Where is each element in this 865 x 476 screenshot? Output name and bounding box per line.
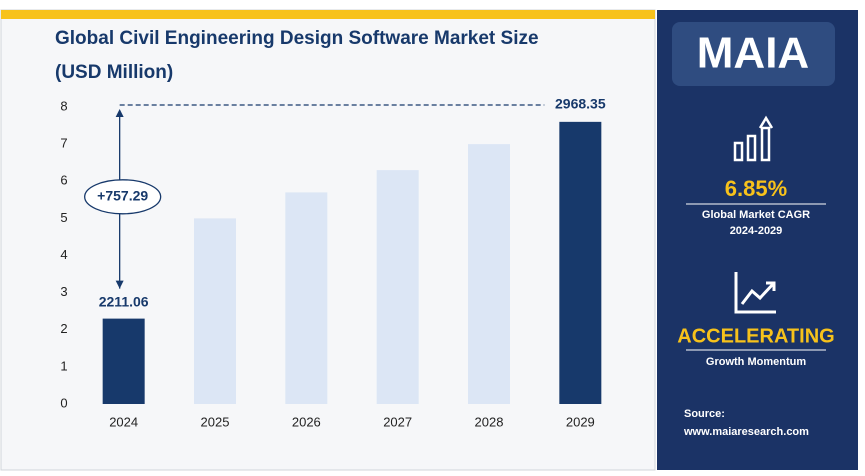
source-label: Source: xyxy=(684,408,725,420)
y-tick-label: 6 xyxy=(60,173,67,188)
bar xyxy=(376,170,419,404)
cagr-value: 6.85% xyxy=(725,176,787,201)
y-tick-label: 5 xyxy=(60,210,67,225)
cagr-label: Global Market CAGR xyxy=(702,209,810,221)
x-tick-label: 2028 xyxy=(475,414,504,429)
y-tick-label: 1 xyxy=(60,358,67,373)
end-label: 2968.35 xyxy=(555,96,606,112)
start-label: 2211.06 xyxy=(99,293,149,309)
x-tick-label: 2025 xyxy=(201,414,230,429)
source-url: www.maiaresearch.com xyxy=(683,426,809,438)
momentum-value: ACCELERATING xyxy=(677,325,834,347)
x-tick-label: 2026 xyxy=(292,414,321,429)
bar xyxy=(194,218,236,404)
y-tick-label: 7 xyxy=(60,136,67,151)
y-tick-label: 0 xyxy=(60,395,67,410)
x-tick-label: 2027 xyxy=(383,414,412,429)
arrow-head xyxy=(115,109,124,117)
chart-title-unit: (USD Million) xyxy=(55,62,173,83)
top-accent xyxy=(1,10,655,19)
growth-badge xyxy=(84,179,162,215)
sidebar xyxy=(657,10,858,470)
y-tick-label: 3 xyxy=(60,284,67,299)
y-tick-label: 4 xyxy=(60,247,67,262)
bar xyxy=(102,318,145,404)
bar xyxy=(285,192,328,404)
brand-box xyxy=(672,22,835,86)
y-tick-label: 2 xyxy=(60,321,67,336)
cagr-period: 2024-2029 xyxy=(730,225,783,237)
momentum-label: Growth Momentum xyxy=(706,356,806,368)
chart-icon xyxy=(734,272,776,314)
chart-title: Global Civil Engineering Design Software… xyxy=(55,28,539,49)
growth-label: +757.29 xyxy=(97,188,148,204)
growth-icon xyxy=(733,115,774,162)
bar xyxy=(559,121,602,404)
bar xyxy=(468,144,510,404)
brand: MAIA xyxy=(697,29,809,78)
x-tick-label: 2029 xyxy=(566,414,595,429)
y-tick-label: 8 xyxy=(60,98,67,113)
x-tick-label: 2024 xyxy=(109,414,138,429)
arrow-head xyxy=(115,280,124,289)
